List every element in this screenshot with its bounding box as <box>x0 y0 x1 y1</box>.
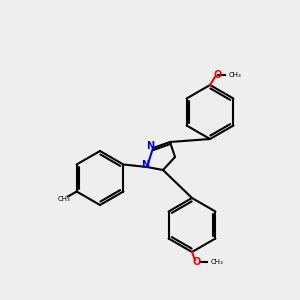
Text: N: N <box>141 160 149 170</box>
Text: N: N <box>146 141 154 151</box>
Text: O: O <box>214 70 222 80</box>
Text: CH₃: CH₃ <box>229 72 242 78</box>
Text: O: O <box>193 257 201 267</box>
Text: CH₃: CH₃ <box>211 259 224 265</box>
Text: CH₃: CH₃ <box>57 196 70 202</box>
